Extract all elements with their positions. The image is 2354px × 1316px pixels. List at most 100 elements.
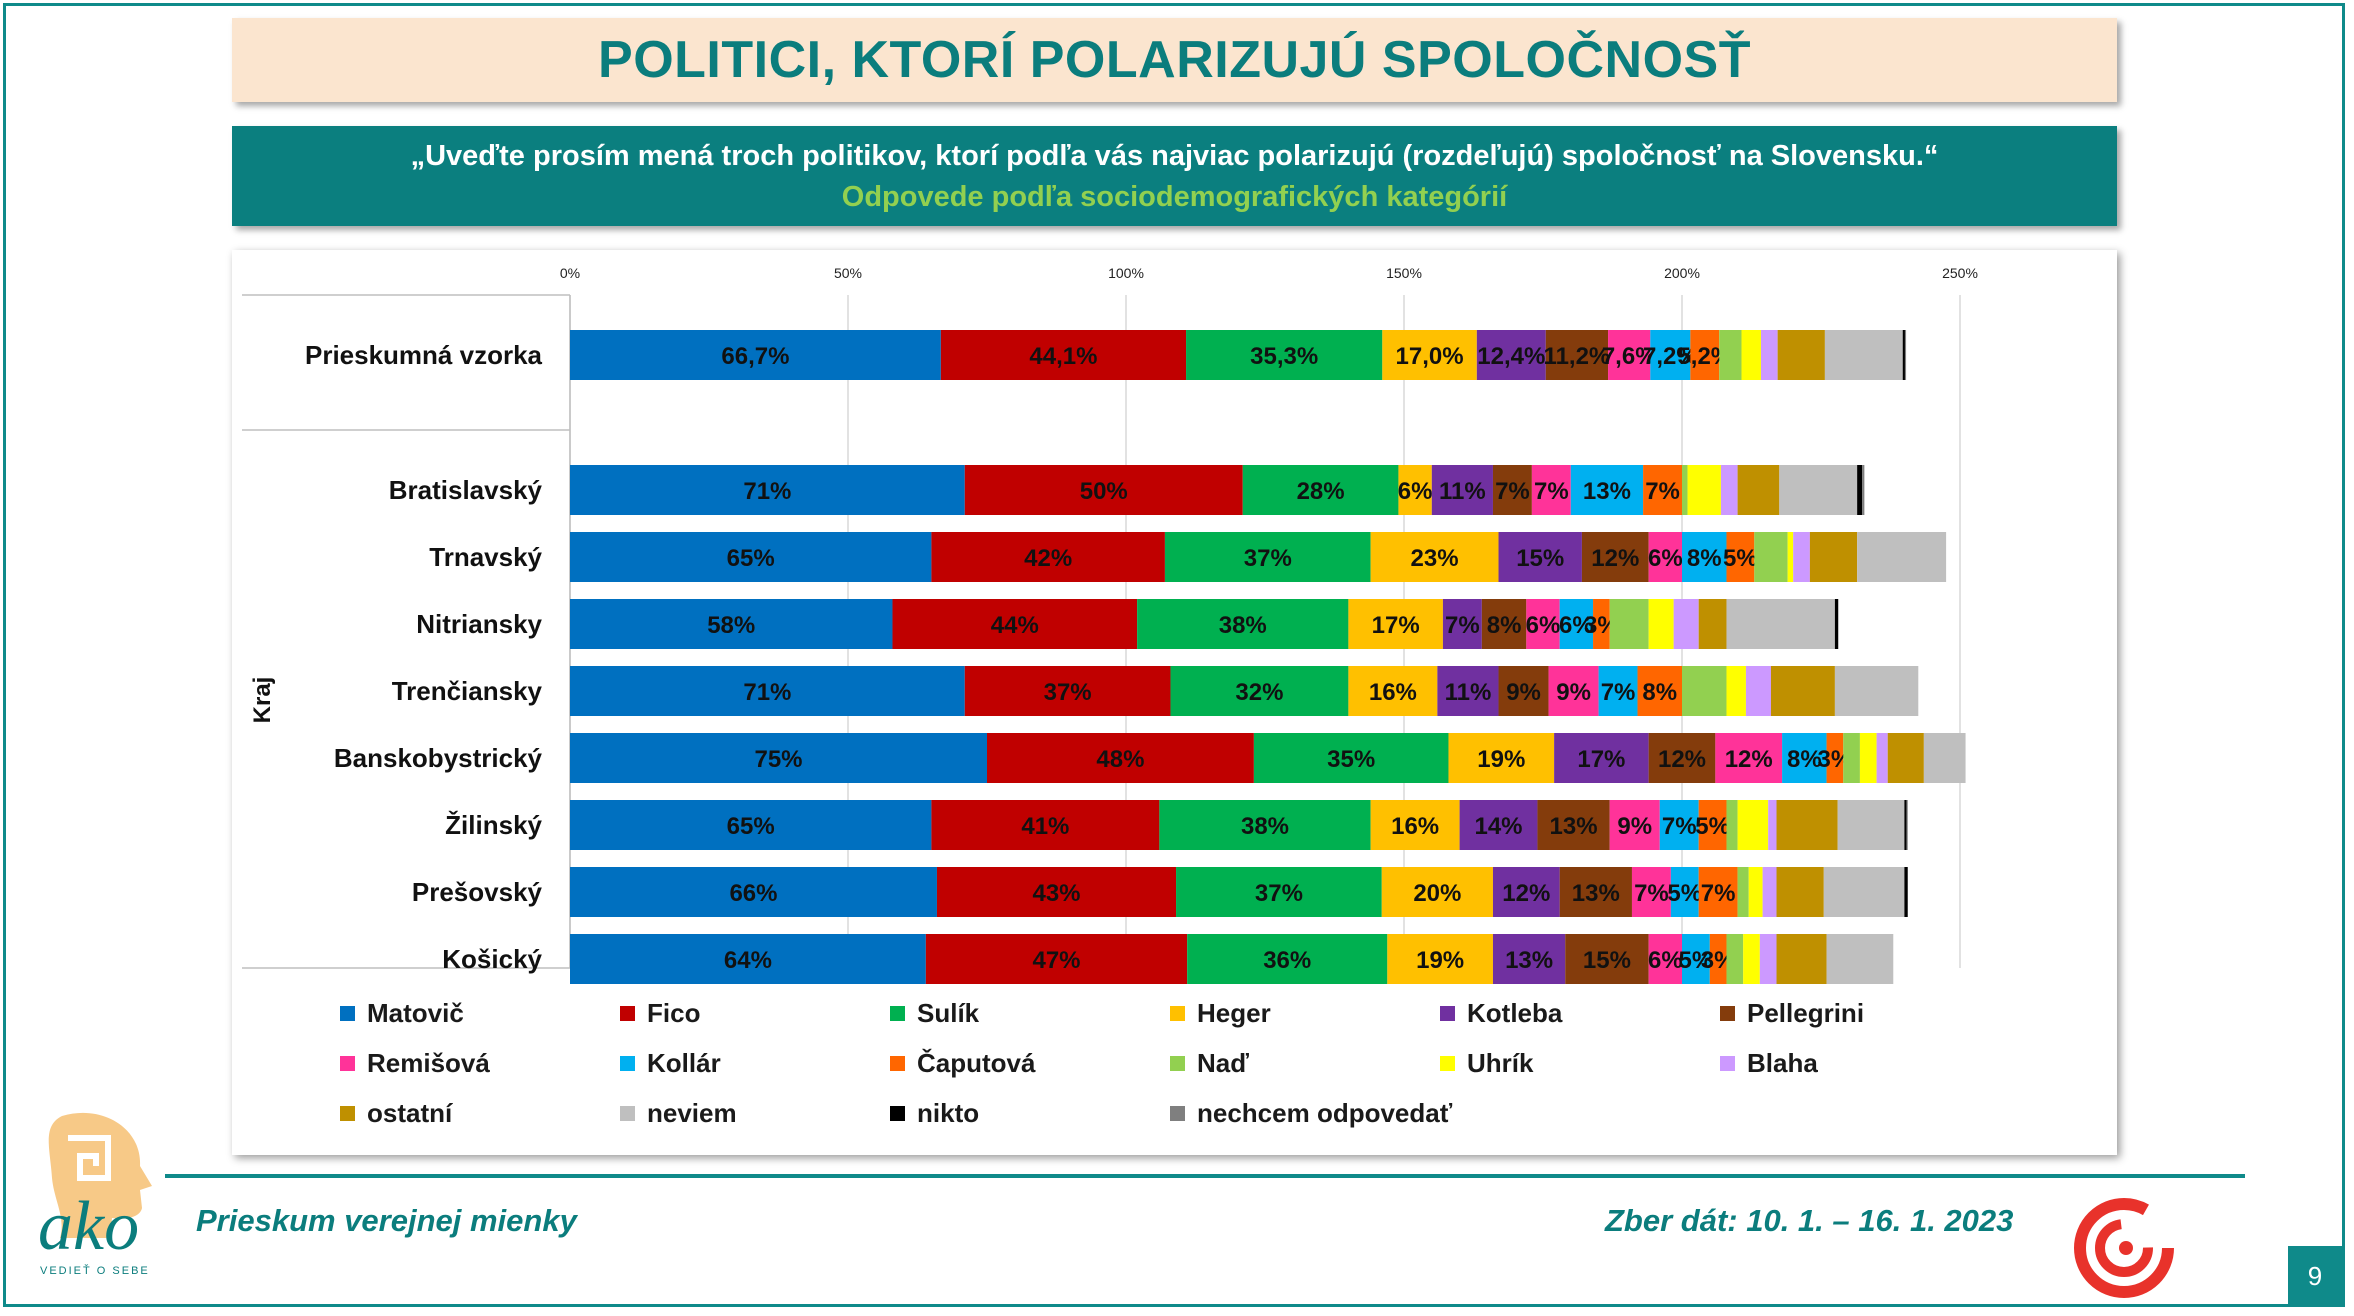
bar-segment [1459, 800, 1538, 850]
legend-label: ostatní [367, 1098, 453, 1128]
bar-segment [570, 800, 932, 850]
category-label: Košický [442, 944, 542, 974]
data-label: 65% [727, 545, 775, 572]
legend-swatch [1170, 1006, 1185, 1021]
data-label: 65% [727, 813, 775, 840]
bar-segment [1857, 465, 1863, 515]
data-label: 7% [1701, 880, 1736, 907]
legend-item: nikto [890, 1098, 979, 1129]
bar-segment [1381, 867, 1493, 917]
legend-item: Heger [1170, 998, 1271, 1029]
bar-segment [940, 330, 1187, 380]
data-label: 23% [1411, 545, 1459, 572]
category-label: Bratislavský [389, 475, 543, 505]
data-label: 19% [1416, 947, 1464, 974]
bar-segment [1776, 867, 1824, 917]
bar-segment [1643, 465, 1682, 515]
data-label: 17% [1577, 746, 1625, 773]
bar-segment [1370, 532, 1499, 582]
footer-date-range: Zber dát: 10. 1. – 16. 1. 2023 [1605, 1203, 2014, 1238]
ako-logo-subtitle: VEDIEŤ O SEBE [40, 1265, 150, 1277]
data-label: 50% [1080, 478, 1128, 505]
bar-segment [1598, 666, 1638, 716]
bar-segment [1548, 666, 1599, 716]
bar-segment [570, 532, 932, 582]
bar-segment [1137, 599, 1349, 649]
bar-segment [1442, 599, 1482, 649]
chart-panel: 0% 50% 100% 150% 200% 250% Kraj Prieskumná vzor… [232, 250, 2117, 1155]
group-label-kraj: Kraj [249, 677, 276, 724]
bar-segment [1741, 330, 1761, 380]
bar-segment [1876, 733, 1888, 783]
data-label: 13% [1583, 478, 1631, 505]
legend-item: Fico [620, 998, 700, 1029]
bar-segment [1176, 867, 1382, 917]
legend-label: nechcem odpovedať [1197, 1098, 1453, 1128]
data-label: 7% [1662, 813, 1697, 840]
legend-swatch [1720, 1006, 1735, 1021]
bar-segment [1498, 532, 1582, 582]
brand-swirl-icon [2074, 1198, 2174, 1298]
data-label: 7% [1445, 612, 1480, 639]
bar-segment [570, 599, 893, 649]
legend-swatch [890, 1056, 905, 1071]
ako-logo-text: ako [38, 1188, 140, 1265]
data-label: 37% [1044, 679, 1092, 706]
legend-label: Remišová [367, 1048, 490, 1078]
bar-segment [1698, 867, 1738, 917]
bar-segment [925, 934, 1188, 984]
legend-label: Čaputová [917, 1048, 1036, 1078]
bar-segment [1904, 800, 1907, 850]
bar-segment [1906, 800, 1908, 850]
legend-label: Blaha [1747, 1048, 1818, 1078]
bar-segment [1859, 733, 1877, 783]
footer-divider [165, 1174, 2245, 1178]
data-label: 5% [1667, 880, 1702, 907]
bar-segment [1187, 934, 1388, 984]
bar-segment [1726, 800, 1738, 850]
bar-segment [1570, 465, 1644, 515]
bar-segment [1719, 330, 1742, 380]
category-label: Žilinský [445, 810, 542, 840]
legend-item: Uhrík [1440, 1048, 1533, 1079]
legend-item: Naď [1170, 1048, 1249, 1079]
category-label: Prešovský [412, 877, 543, 907]
bar-segment [570, 867, 937, 917]
legend-label: Sulík [917, 998, 980, 1028]
legend-label: Matovič [367, 998, 464, 1028]
legend-swatch [620, 1106, 635, 1121]
data-label: 28% [1297, 478, 1345, 505]
bar-segment [1754, 532, 1788, 582]
bar-segment [1726, 599, 1835, 649]
data-label: 48% [1096, 746, 1144, 773]
legend-item: Blaha [1720, 1048, 1818, 1079]
data-label: 43% [1032, 880, 1080, 907]
data-label: 38% [1241, 813, 1289, 840]
legend-label: nikto [917, 1098, 980, 1128]
bar-segment [1648, 599, 1674, 649]
bar-segment [1650, 330, 1691, 380]
data-label: 7% [1495, 478, 1530, 505]
legend-item: Pellegrini [1720, 998, 1864, 1029]
legend-swatch [340, 1106, 355, 1121]
data-label: 7% [1645, 478, 1680, 505]
data-label: 7,2% [1643, 343, 1698, 370]
data-label: 71% [743, 679, 791, 706]
bar-segment [1737, 800, 1769, 850]
legend-item: Kollár [620, 1048, 721, 1079]
bar-segment [1737, 465, 1780, 515]
legend-label: Heger [1197, 998, 1271, 1028]
data-label: 37% [1255, 880, 1303, 907]
legend-item: Kotleba [1440, 998, 1562, 1029]
bar-segment [1904, 867, 1908, 917]
bar-segment [1720, 465, 1738, 515]
data-label: 19% [1477, 746, 1525, 773]
bar-segment [1776, 800, 1838, 850]
data-label: 41% [1021, 813, 1069, 840]
data-label: 13% [1505, 947, 1553, 974]
bar-segment [1690, 330, 1720, 380]
data-label: 11,2% [1544, 343, 1611, 370]
legend-swatch [1440, 1056, 1455, 1071]
data-label: 13% [1572, 880, 1620, 907]
bar-segment [1793, 532, 1810, 582]
